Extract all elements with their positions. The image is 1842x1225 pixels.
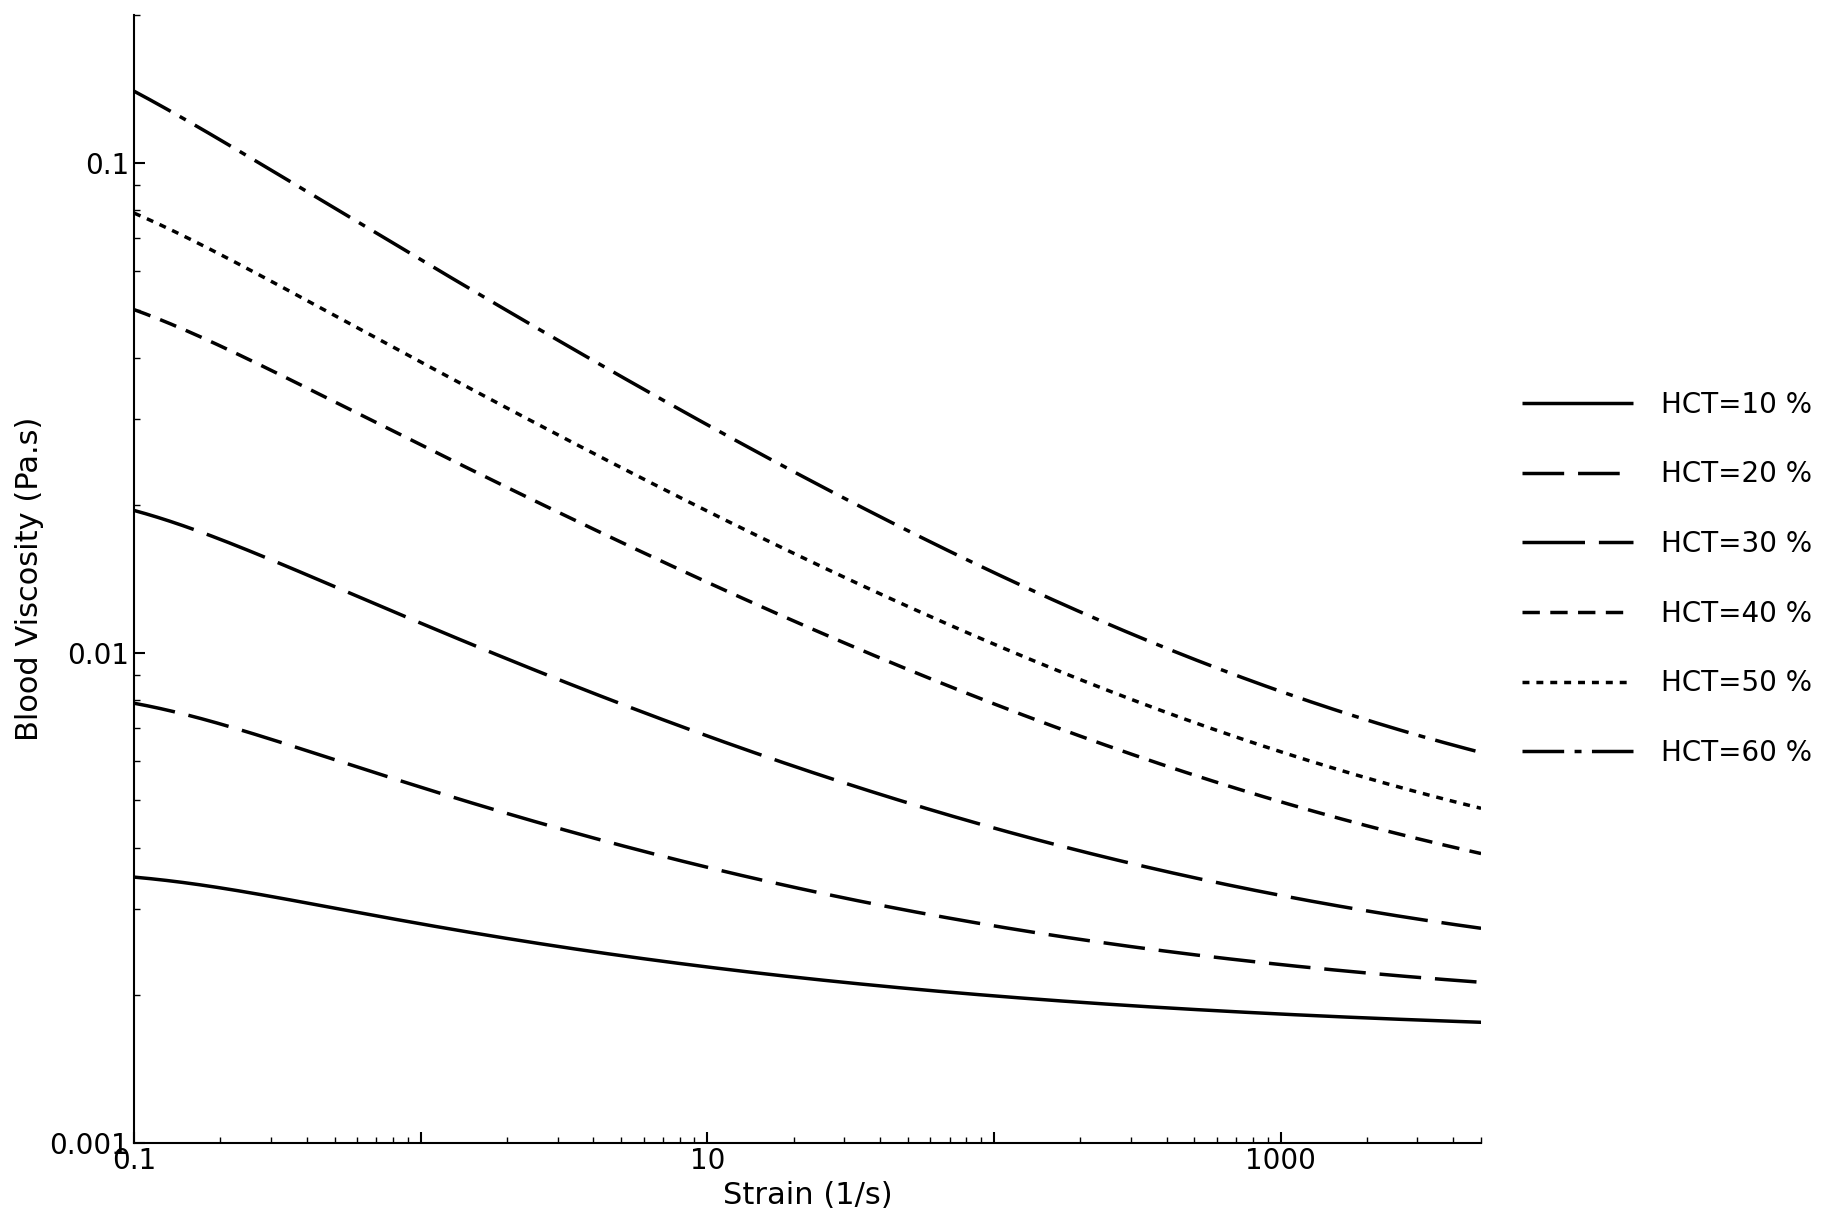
HCT=30 % xyxy=(777,757,799,772)
HCT=50 % xyxy=(192,238,214,252)
HCT=20 % xyxy=(192,712,214,726)
HCT=30 % xyxy=(742,745,764,760)
HCT=60 % xyxy=(123,83,146,98)
HCT=30 % xyxy=(123,503,146,518)
HCT=60 % xyxy=(742,442,764,457)
HCT=40 % xyxy=(192,331,214,345)
Line: HCT=40 %: HCT=40 % xyxy=(134,310,1481,854)
HCT=30 % xyxy=(1470,921,1492,936)
HCT=20 % xyxy=(742,871,764,886)
HCT=50 % xyxy=(1431,791,1453,806)
HCT=60 % xyxy=(192,122,214,137)
HCT=50 % xyxy=(123,206,146,220)
HCT=40 % xyxy=(123,303,146,317)
HCT=40 % xyxy=(742,595,764,610)
HCT=50 % xyxy=(1184,715,1207,730)
HCT=30 % xyxy=(1184,871,1207,886)
HCT=10 % xyxy=(1429,1013,1451,1028)
Line: HCT=20 %: HCT=20 % xyxy=(134,703,1481,982)
HCT=20 % xyxy=(1184,947,1207,962)
HCT=20 % xyxy=(123,696,146,710)
X-axis label: Strain (1/s): Strain (1/s) xyxy=(722,1181,892,1210)
Line: HCT=50 %: HCT=50 % xyxy=(134,213,1481,808)
HCT=10 % xyxy=(777,969,799,984)
HCT=40 % xyxy=(1429,837,1451,851)
HCT=30 % xyxy=(1431,915,1453,930)
HCT=30 % xyxy=(192,526,214,540)
HCT=50 % xyxy=(1429,791,1451,806)
Line: HCT=10 %: HCT=10 % xyxy=(134,877,1481,1023)
Line: HCT=60 %: HCT=60 % xyxy=(134,91,1481,752)
HCT=60 % xyxy=(1470,745,1492,760)
Y-axis label: Blood Viscosity (Pa.s): Blood Viscosity (Pa.s) xyxy=(15,417,44,741)
HCT=40 % xyxy=(1470,846,1492,861)
HCT=60 % xyxy=(777,462,799,477)
HCT=10 % xyxy=(192,878,214,893)
HCT=40 % xyxy=(777,611,799,626)
HCT=10 % xyxy=(123,870,146,884)
HCT=30 % xyxy=(1429,915,1451,930)
HCT=10 % xyxy=(1431,1013,1453,1028)
HCT=60 % xyxy=(1431,735,1453,750)
Legend: HCT=10 %, HCT=20 %, HCT=30 %, HCT=40 %, HCT=50 %, HCT=60 %: HCT=10 %, HCT=20 %, HCT=30 %, HCT=40 %, … xyxy=(1509,377,1825,780)
HCT=20 % xyxy=(1429,971,1451,986)
Line: HCT=30 %: HCT=30 % xyxy=(134,511,1481,929)
HCT=10 % xyxy=(742,965,764,980)
HCT=10 % xyxy=(1470,1016,1492,1030)
HCT=20 % xyxy=(777,878,799,893)
HCT=60 % xyxy=(1429,735,1451,750)
HCT=10 % xyxy=(1184,1002,1207,1017)
HCT=50 % xyxy=(1470,801,1492,816)
HCT=20 % xyxy=(1470,975,1492,990)
HCT=50 % xyxy=(777,544,799,559)
HCT=50 % xyxy=(742,527,764,541)
HCT=40 % xyxy=(1431,837,1453,851)
HCT=40 % xyxy=(1184,768,1207,783)
HCT=20 % xyxy=(1431,971,1453,986)
HCT=60 % xyxy=(1184,652,1207,666)
